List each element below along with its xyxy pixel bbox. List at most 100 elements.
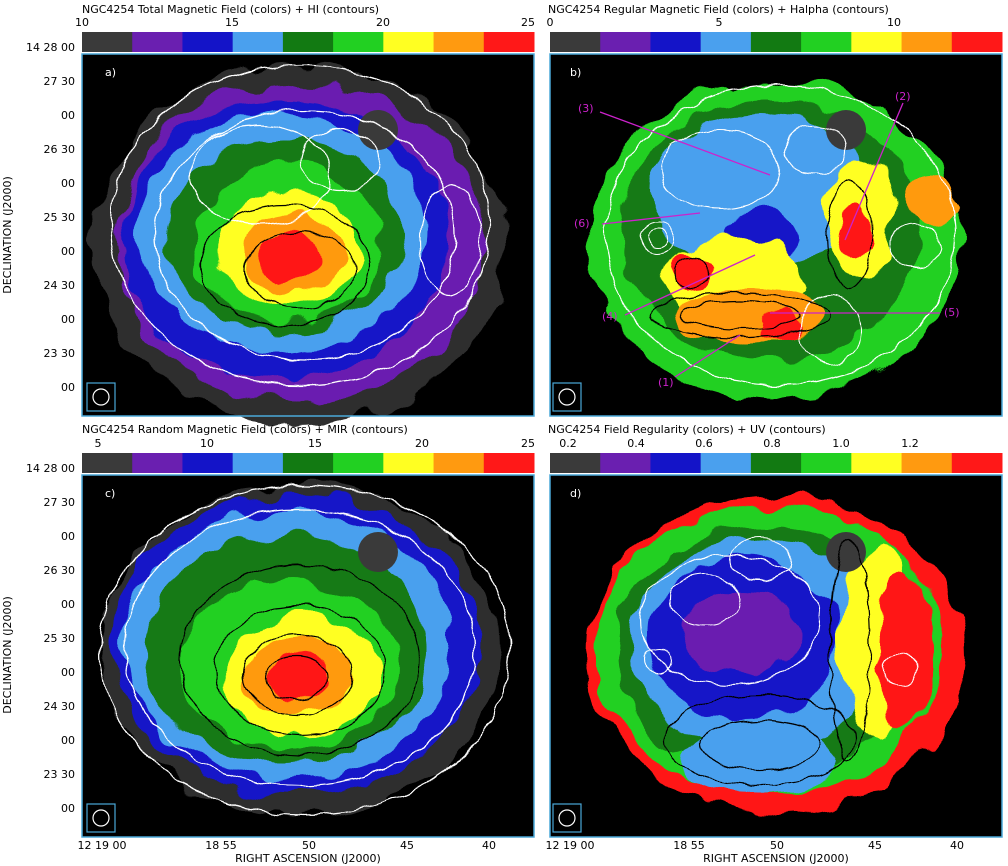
colorbar-swatch	[232, 453, 284, 473]
ytick-label: 00	[61, 530, 75, 543]
colorbar-swatch	[383, 32, 435, 52]
colorbar-swatch	[750, 32, 802, 52]
panel-a-colorbar-tick: 15	[225, 16, 239, 29]
x-axis-label-left: RIGHT ASCENSION (J2000)	[235, 852, 381, 865]
colorbar-swatch	[600, 32, 651, 52]
colorbar-swatch	[700, 32, 752, 52]
ytick-label: 00	[61, 245, 75, 258]
colorbar-swatch	[182, 32, 234, 52]
colorbar-swatch	[232, 32, 284, 52]
colorbar-swatch	[600, 453, 651, 473]
panel-b-colorbar-ticks: 0 5 10	[547, 16, 902, 29]
panel-b-annotation-4: (4)	[602, 310, 618, 323]
panel-d: NGC4254 Field Regularity (colors) + UV (…	[546, 423, 1003, 852]
xtick-label: 50	[770, 839, 784, 852]
panel-b-annotation-6: (6)	[574, 217, 590, 230]
colorbar-swatch	[851, 453, 903, 473]
colorbar-swatch	[182, 453, 234, 473]
panel-d-colorbar-tick: 0.6	[695, 437, 713, 450]
colorbar-swatch	[901, 32, 953, 52]
panel-c-colorbar-tick: 5	[95, 437, 102, 450]
panel-b-annotation-5: (5)	[944, 306, 960, 319]
colorbar-swatch	[650, 453, 702, 473]
panel-d-xtick-labels: 12 19 00 18 55 50 45 40	[546, 839, 964, 852]
xtick-label: 40	[482, 839, 496, 852]
panel-b-colorbar-tick: 10	[887, 16, 901, 29]
panel-c-title: NGC4254 Random Magnetic Field (colors) +…	[82, 423, 408, 436]
panel-d-colorbar-tick: 1.0	[832, 437, 850, 450]
ytick-label: 00	[61, 802, 75, 815]
panel-a: NGC4254 Total Magnetic Field (colors) + …	[26, 3, 535, 425]
colorbar-swatch	[433, 453, 485, 473]
panel-b-contours	[604, 84, 956, 386]
panel-c-frame	[81, 474, 535, 838]
xtick-label: 40	[950, 839, 964, 852]
ytick-label: 00	[61, 666, 75, 679]
colorbar-swatch	[282, 453, 334, 473]
colorbar-swatch	[700, 453, 752, 473]
ytick-label: 24 30	[44, 279, 76, 292]
panel-d-beam	[552, 803, 582, 833]
colorbar-swatch	[132, 453, 183, 473]
ytick-label: 25 30	[44, 211, 76, 224]
colorbar-swatch	[82, 32, 133, 52]
ytick-label: 27 30	[44, 75, 76, 88]
panel-a-colorbar-ticks: 10 15 20 25	[75, 16, 535, 29]
colorbar-swatch	[82, 453, 133, 473]
x-axis-label-right: RIGHT ASCENSION (J2000)	[703, 852, 849, 865]
panel-a-contours	[109, 64, 491, 386]
colorbar-swatch	[801, 453, 852, 473]
y-axis-label-bottom: DECLINATION (J2000)	[1, 596, 14, 714]
panel-b-beam	[552, 382, 582, 412]
ytick-label: 14 28 00	[26, 462, 75, 475]
y-axis-label-top: DECLINATION (J2000)	[1, 176, 14, 294]
xtick-label: 12 19 00	[546, 839, 595, 852]
xtick-label: 45	[868, 839, 882, 852]
ytick-label: 26 30	[44, 564, 76, 577]
panel-a-colorbar	[82, 32, 535, 52]
colorbar-swatch	[750, 453, 802, 473]
panel-a-label: a)	[105, 66, 116, 79]
colorbar-swatch	[650, 32, 702, 52]
panel-a-ytick-labels: 14 28 00 27 30 00 26 30 00 25 30 00 24 30 00 23 3…	[26, 41, 75, 394]
panel-a-colorbar-tick: 10	[75, 16, 89, 29]
ytick-label: 23 30	[44, 347, 76, 360]
xtick-label: 45	[400, 839, 414, 852]
ytick-label: 14 28 00	[26, 41, 75, 54]
panel-d-colorbar-ticks: 0.2 0.4 0.6 0.8 1.0 1.2	[559, 437, 919, 450]
panel-c: NGC4254 Random Magnetic Field (colors) +…	[26, 423, 535, 852]
colorbar-swatch	[550, 453, 601, 473]
ytick-label: 00	[61, 313, 75, 326]
ytick-label: 00	[61, 598, 75, 611]
panel-c-masked-star	[358, 532, 398, 572]
colorbar-swatch	[951, 32, 1003, 52]
panel-c-colorbar-ticks: 5 10 15 20 25	[95, 437, 536, 450]
panel-a-frame	[81, 53, 535, 417]
colorbar-swatch	[282, 32, 334, 52]
xtick-label: 12 19 00	[78, 839, 127, 852]
panel-b: NGC4254 Regular Magnetic Field (colors) …	[547, 3, 1003, 417]
panel-c-colorbar-tick: 20	[415, 437, 429, 450]
panel-d-colorbar-tick: 0.2	[559, 437, 577, 450]
colorbar-swatch	[851, 32, 903, 52]
panel-a-title: NGC4254 Total Magnetic Field (colors) + …	[82, 3, 379, 16]
panel-b-annotation-lines	[599, 102, 940, 378]
panel-b-annotations: (3) (2) (6) (4) (5) (1)	[574, 90, 960, 389]
colorbar-swatch	[801, 32, 852, 52]
ytick-label: 00	[61, 109, 75, 122]
panel-d-colorbar-tick: 0.8	[763, 437, 781, 450]
colorbar-swatch	[550, 32, 601, 52]
colorbar-swatch	[483, 453, 535, 473]
panel-c-colorbar-tick: 10	[200, 437, 214, 450]
panel-d-title: NGC4254 Field Regularity (colors) + UV (…	[548, 423, 826, 436]
panel-c-xtick-labels: 12 19 00 18 55 50 45 40	[78, 839, 496, 852]
panel-d-galaxy-map	[585, 495, 965, 815]
panel-d-frame	[549, 474, 1003, 838]
panel-b-galaxy-map	[590, 80, 960, 400]
colorbar-swatch	[132, 32, 183, 52]
panel-b-annotation-2: (2)	[895, 90, 911, 103]
panel-c-colorbar-tick: 25	[521, 437, 535, 450]
panel-d-label: d)	[570, 487, 581, 500]
panel-c-colorbar-tick: 15	[308, 437, 322, 450]
